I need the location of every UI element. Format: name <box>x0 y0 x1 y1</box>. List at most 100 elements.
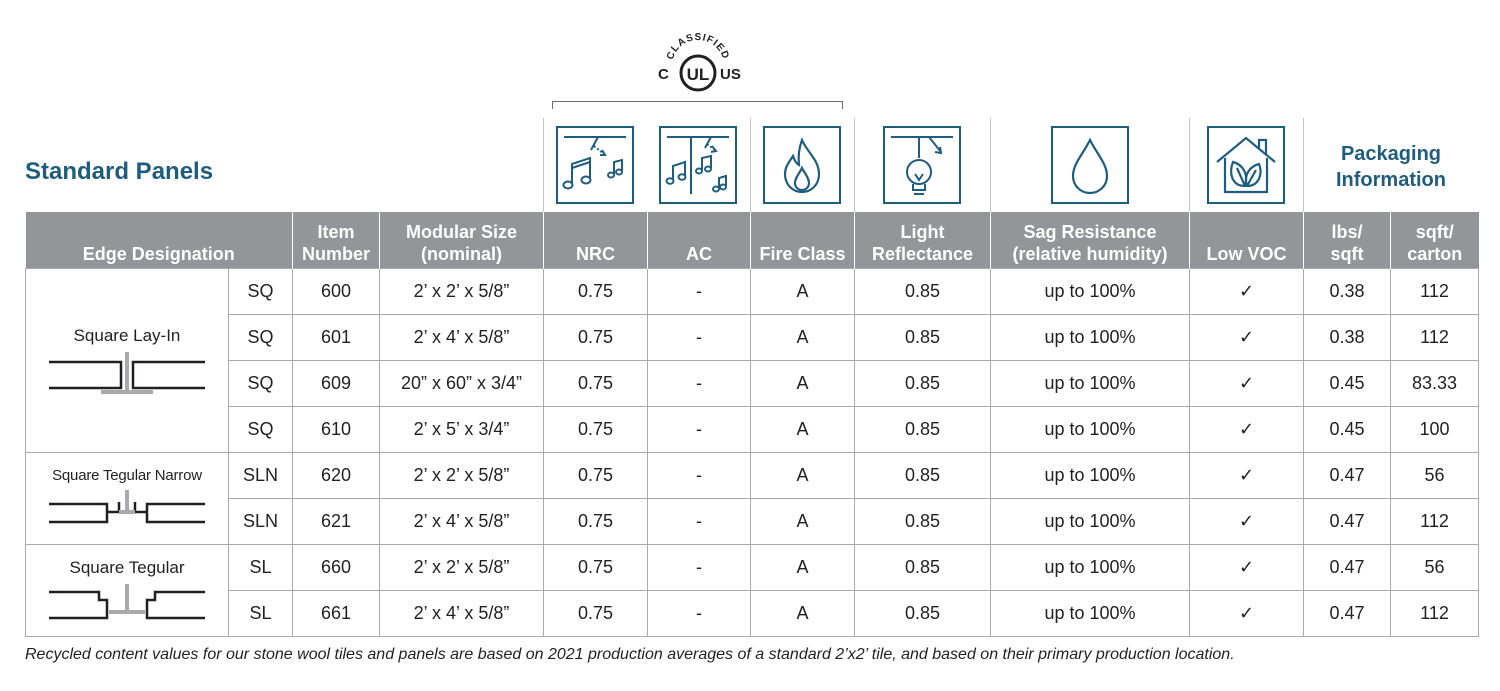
cell-sqft: 112 <box>1390 268 1480 315</box>
header-fire-class: Fire Class <box>750 212 855 269</box>
icon-divider <box>750 118 751 212</box>
cell-sqft: 83.33 <box>1390 360 1480 407</box>
cell-fire: A <box>750 544 856 591</box>
cell-light: 0.85 <box>854 452 992 499</box>
cell-lbs: 0.38 <box>1303 314 1392 361</box>
cell-voc: ✓ <box>1189 360 1305 407</box>
table-row: Square Tegular SL 660 2’ x 2’ x 5/8” 0.75- A 0… <box>25 544 1480 637</box>
cell-edge: SQ <box>227 314 294 361</box>
cell-ac: - <box>647 406 752 453</box>
svg-text:UL: UL <box>687 65 710 84</box>
square-lay-in-edge-icon <box>49 351 205 394</box>
cell-size: 2’ x 2’ x 5/8” <box>379 268 545 315</box>
fire-class-icon <box>763 126 841 204</box>
cell-nrc: 0.75 <box>543 452 649 499</box>
cell-light: 0.85 <box>854 544 992 591</box>
icon-divider <box>854 118 855 212</box>
light-reflectance-icon <box>883 126 961 204</box>
cell-voc: ✓ <box>1189 406 1305 453</box>
cell-size: 2’ x 2’ x 5/8” <box>379 452 545 499</box>
square-tegular-narrow-edge-icon <box>49 490 205 524</box>
cell-item: 600 <box>292 268 381 315</box>
edge-group-cell: Square Lay-In <box>25 268 229 453</box>
edge-group-cell: Square Tegular <box>25 544 229 637</box>
cell-fire: A <box>750 314 856 361</box>
cell-item: 620 <box>292 452 381 499</box>
nrc-icon <box>556 126 634 204</box>
cell-size: 2’ x 4’ x 5/8” <box>379 590 545 637</box>
table-row: SQ 601 2’ x 4’ x 5/8” 0.75- A 0.85 up to 100% ✓… <box>26 314 1480 361</box>
cell-edge: SQ <box>227 406 294 453</box>
cell-item: 661 <box>292 590 381 637</box>
cell-fire: A <box>750 590 856 637</box>
cell-sag: up to 100% <box>990 360 1191 407</box>
header-edge-designation: Edge Designation <box>25 212 293 269</box>
header-low-voc: Low VOC <box>1189 212 1304 269</box>
cell-ac: - <box>647 544 752 591</box>
cell-light: 0.85 <box>854 314 992 361</box>
cell-voc: ✓ <box>1189 498 1305 545</box>
cell-edge: SQ <box>227 360 294 407</box>
cell-lbs: 0.47 <box>1303 498 1392 545</box>
cell-sqft: 112 <box>1390 498 1480 545</box>
svg-text:C: C <box>658 66 669 83</box>
cell-lbs: 0.47 <box>1303 590 1392 637</box>
cell-edge: SL <box>227 544 294 591</box>
cell-nrc: 0.75 <box>543 406 649 453</box>
packaging-information-title: Packaging Information <box>1336 143 1446 191</box>
cell-sqft: 100 <box>1390 406 1480 453</box>
cell-item: 610 <box>292 406 381 453</box>
edge-group-label: Square Lay-In <box>73 325 181 345</box>
cell-sqft: 56 <box>1390 544 1480 591</box>
cell-ac: - <box>647 590 752 637</box>
cell-nrc: 0.75 <box>543 268 649 315</box>
cell-fire: A <box>750 268 856 315</box>
cell-edge: SLN <box>227 498 294 545</box>
cell-voc: ✓ <box>1189 452 1305 499</box>
icon-divider <box>990 118 991 212</box>
cell-lbs: 0.47 <box>1303 452 1392 499</box>
cell-sag: up to 100% <box>990 590 1191 637</box>
table-row: SQ 610 2’ x 5’ x 3/4” 0.75- A 0.85 up to 100% ✓… <box>26 406 1480 453</box>
edge-group-cell: Square Tegular Narrow <box>25 452 229 545</box>
icon-divider <box>1189 118 1190 212</box>
cell-item: 609 <box>292 360 381 407</box>
svg-text:US: US <box>720 66 741 83</box>
cell-item: 601 <box>292 314 381 361</box>
cell-edge: SQ <box>227 268 294 315</box>
cell-nrc: 0.75 <box>543 498 649 545</box>
table-row: Square Lay-In SQ 600 2’ x 2’ x 5/8” 0.75- A 0.… <box>25 268 1480 453</box>
low-voc-icon <box>1207 126 1285 204</box>
icon-divider <box>543 118 544 212</box>
cell-fire: A <box>750 452 856 499</box>
cell-lbs: 0.45 <box>1303 360 1392 407</box>
cell-voc: ✓ <box>1189 544 1305 591</box>
table-row: Square Tegular Narrow SLN 620 2’ x 2’ x 5/8… <box>25 452 1480 545</box>
cell-sag: up to 100% <box>990 406 1191 453</box>
cell-lbs: 0.47 <box>1303 544 1392 591</box>
cell-sag: up to 100% <box>990 268 1191 315</box>
cell-light: 0.85 <box>854 590 992 637</box>
cell-lbs: 0.45 <box>1303 406 1392 453</box>
header-sqft-carton: sqft/carton <box>1390 212 1479 269</box>
footnote: Recycled content values for our stone wo… <box>25 646 1235 663</box>
cell-ac: - <box>647 498 752 545</box>
cell-sag: up to 100% <box>990 314 1191 361</box>
cell-size: 2’ x 5’ x 3/4” <box>379 406 545 453</box>
edge-group-label: Square Tegular Narrow <box>52 467 202 484</box>
cell-sag: up to 100% <box>990 452 1191 499</box>
table-row: SQ 609 20” x 60” x 3/4” 0.75- A 0.85 up to 100… <box>26 360 1480 407</box>
edge-group-label: Square Tegular <box>69 557 185 577</box>
cell-size: 2’ x 4’ x 5/8” <box>379 314 545 361</box>
table-row: SL 661 2’ x 4’ x 5/8” 0.75- A 0.85 up to 100% ✓… <box>26 590 1480 637</box>
header-nrc: NRC <box>543 212 648 269</box>
cell-size: 2’ x 4’ x 5/8” <box>379 498 545 545</box>
cell-nrc: 0.75 <box>543 590 649 637</box>
cell-voc: ✓ <box>1189 590 1305 637</box>
cell-sag: up to 100% <box>990 498 1191 545</box>
header-item-number: Item Number <box>292 212 380 269</box>
cell-nrc: 0.75 <box>543 544 649 591</box>
cell-nrc: 0.75 <box>543 314 649 361</box>
cell-fire: A <box>750 406 856 453</box>
ul-classified-logo: CLASSIFIED UL C US <box>650 28 746 98</box>
